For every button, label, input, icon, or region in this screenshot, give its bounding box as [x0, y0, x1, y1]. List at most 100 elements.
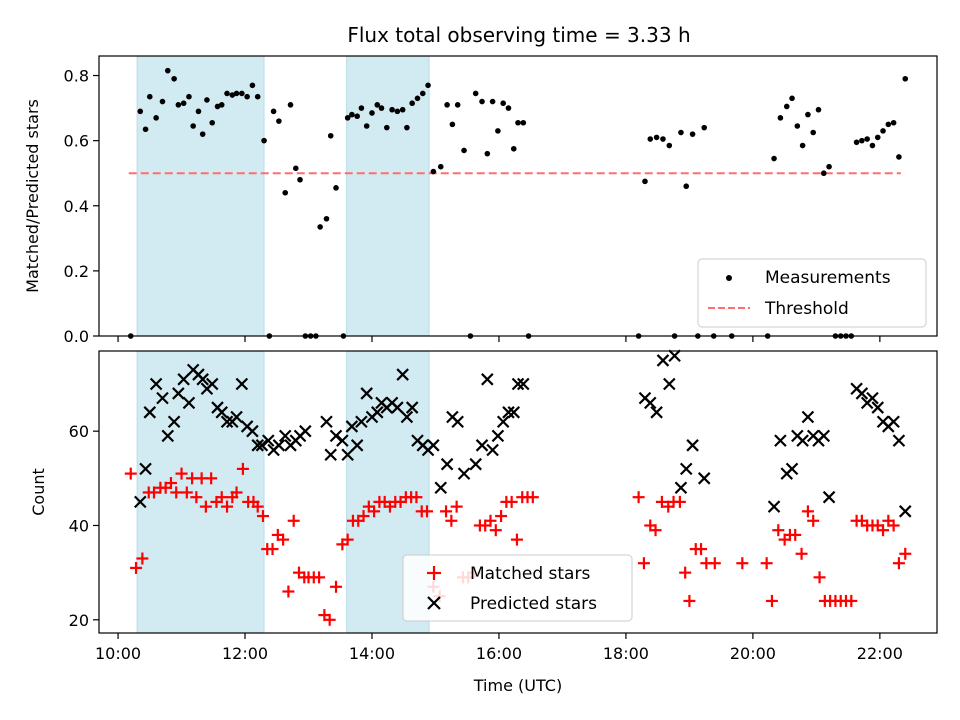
measurement-point	[323, 215, 330, 222]
predicted-star-point	[817, 429, 831, 443]
predicted-star-point	[230, 410, 243, 424]
predicted-star-point	[686, 439, 699, 452]
x-tick-label: 16:00	[476, 644, 522, 663]
predicted-star-point	[774, 434, 787, 447]
measurement-point	[218, 102, 225, 108]
matched-star-point	[368, 505, 381, 518]
measurement-point	[794, 123, 801, 129]
matched-star-point	[190, 491, 203, 504]
matched-star-point	[679, 566, 692, 579]
predicted-star-point	[272, 439, 286, 452]
measurement-point	[874, 134, 881, 141]
top-y-ticks: 0.0 0.2 0.4 0.6 0.8	[64, 67, 99, 346]
x-tick-label: 12:00	[222, 644, 268, 663]
matched-star-point	[236, 462, 249, 475]
predicted-star-point	[822, 490, 836, 504]
measurement-point	[261, 137, 267, 144]
matched-stars-points	[124, 462, 912, 626]
measurement-point	[186, 93, 192, 100]
matched-star-point	[845, 594, 858, 607]
y-tick-label: 0.8	[64, 67, 89, 86]
measurement-point	[199, 131, 206, 137]
bottom-x-ticks: 10:00 12:00 14:00 16:00 18:00 20:00 22:00	[95, 633, 903, 663]
top-shaded-intervals	[136, 55, 430, 337]
measurement-point	[820, 170, 827, 177]
predicted-star-point	[496, 415, 510, 429]
matched-star-point	[899, 547, 912, 560]
predicted-star-point	[220, 415, 234, 429]
measurement-point	[495, 128, 501, 134]
predicted-star-point	[650, 406, 663, 419]
measurement-point	[419, 90, 426, 97]
y-tick-label: 0.6	[64, 132, 89, 151]
matched-star-point	[489, 524, 502, 537]
matched-star-point	[813, 571, 826, 584]
matched-star-point	[708, 557, 721, 570]
matched-star-point	[215, 491, 228, 504]
measurement-point	[510, 145, 517, 152]
measurement-point	[159, 98, 166, 105]
legend-matched-label: Matched stars	[470, 564, 590, 584]
predicted-star-point	[355, 415, 368, 429]
predicted-star-point	[697, 472, 711, 485]
measurement-point	[349, 111, 355, 118]
predicted-star-point	[139, 462, 152, 476]
measurement-point	[383, 124, 390, 131]
predicted-star-point	[235, 377, 249, 391]
top-y-axis-label: Matched/Predicted stars	[23, 99, 42, 293]
x-tick-label: 18:00	[603, 644, 649, 663]
predicted-star-point	[182, 396, 196, 410]
measurement-point	[344, 115, 351, 121]
predicted-star-point	[405, 401, 419, 414]
matched-star-point	[130, 561, 143, 574]
matched-star-point	[892, 557, 905, 570]
matched-star-point	[164, 477, 177, 490]
measurement-point	[810, 129, 817, 136]
matched-star-point	[341, 533, 354, 546]
measurement-point	[363, 123, 370, 129]
measurement-point	[414, 95, 421, 102]
matched-star-point	[180, 486, 193, 499]
measurement-point	[190, 123, 196, 129]
matched-star-point	[795, 547, 808, 560]
shaded-interval-1	[136, 55, 265, 337]
measurement-point	[500, 100, 506, 107]
measurement-point	[479, 98, 485, 105]
top-x-ticks	[117, 336, 881, 342]
measurement-point	[815, 106, 822, 113]
predicted-star-point	[336, 434, 349, 447]
measurement-point	[799, 142, 806, 149]
predicted-star-point	[511, 377, 525, 391]
predicted-star-point	[434, 481, 448, 495]
measurement-point	[171, 75, 177, 82]
x-tick-label: 14:00	[349, 644, 395, 663]
top-panel: 0.00.20.40.60.8 Matched/Predicted stars …	[23, 55, 938, 346]
y-tick-label: 40	[69, 516, 89, 535]
predicted-star-point	[679, 462, 693, 476]
matched-star-point	[484, 514, 497, 527]
y-tick-label: 0.2	[64, 262, 89, 281]
measurement-point	[653, 134, 660, 141]
x-tick-label: 10:00	[95, 644, 141, 663]
measurement-point	[689, 131, 696, 137]
predicted-star-point	[517, 377, 530, 391]
measurement-point	[358, 105, 365, 111]
predicted-star-point	[324, 448, 337, 462]
matched-star-point	[323, 613, 336, 626]
measurement-point	[805, 111, 811, 118]
matched-star-point	[789, 528, 802, 541]
measurement-point	[461, 147, 467, 154]
bottom-legend-box	[402, 554, 633, 622]
measurement-point	[195, 108, 202, 115]
legend-measurements-marker	[726, 275, 732, 281]
matched-star-point	[887, 519, 900, 532]
measurement-point	[394, 108, 401, 115]
measurement-point	[276, 118, 282, 124]
measurement-point	[880, 128, 886, 134]
measurement-point	[444, 102, 450, 108]
bottom-legend: Matched stars Predicted stars	[402, 554, 633, 622]
measurement-point	[146, 93, 153, 100]
legend-measurements-label: Measurements	[765, 268, 891, 288]
matched-star-point	[673, 495, 686, 508]
matched-star-point	[282, 585, 295, 598]
